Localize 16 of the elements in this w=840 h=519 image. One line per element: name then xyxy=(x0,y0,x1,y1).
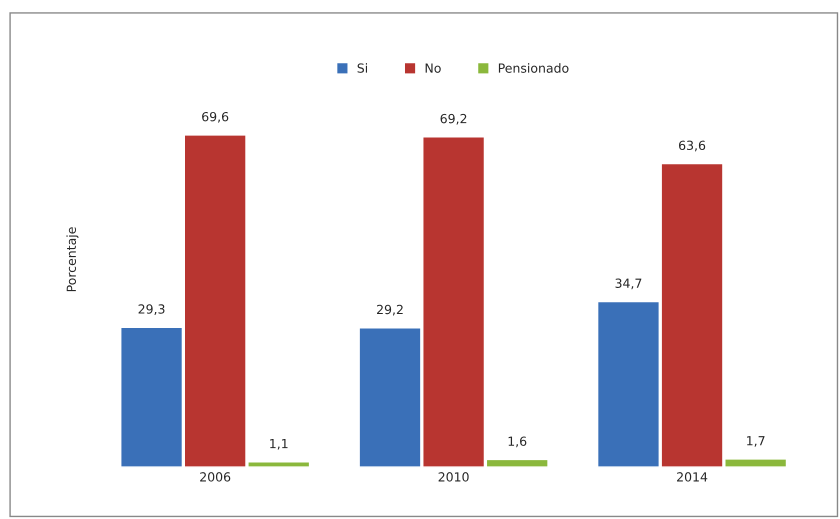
data-label: 1,7 xyxy=(747,436,765,447)
x-tick-label: 2006 xyxy=(200,472,230,482)
data-label: 1,6 xyxy=(508,436,526,448)
data-label: 69,6 xyxy=(202,112,228,123)
data-label: 29,3 xyxy=(138,304,164,316)
legend-label: No xyxy=(426,64,441,73)
data-label: 63,6 xyxy=(679,140,706,152)
data-label: 34,7 xyxy=(616,278,642,290)
x-tick-label: 2014 xyxy=(677,472,708,482)
data-label: 69,2 xyxy=(440,114,466,125)
data-label: 29,2 xyxy=(377,304,403,316)
legend-label: Si xyxy=(358,63,368,73)
x-tick-label: 2010 xyxy=(438,472,469,482)
data-label: 1,1 xyxy=(270,439,288,450)
legend-label: Pensionado xyxy=(498,63,568,73)
y-axis-title: Porcentaje xyxy=(66,227,78,292)
